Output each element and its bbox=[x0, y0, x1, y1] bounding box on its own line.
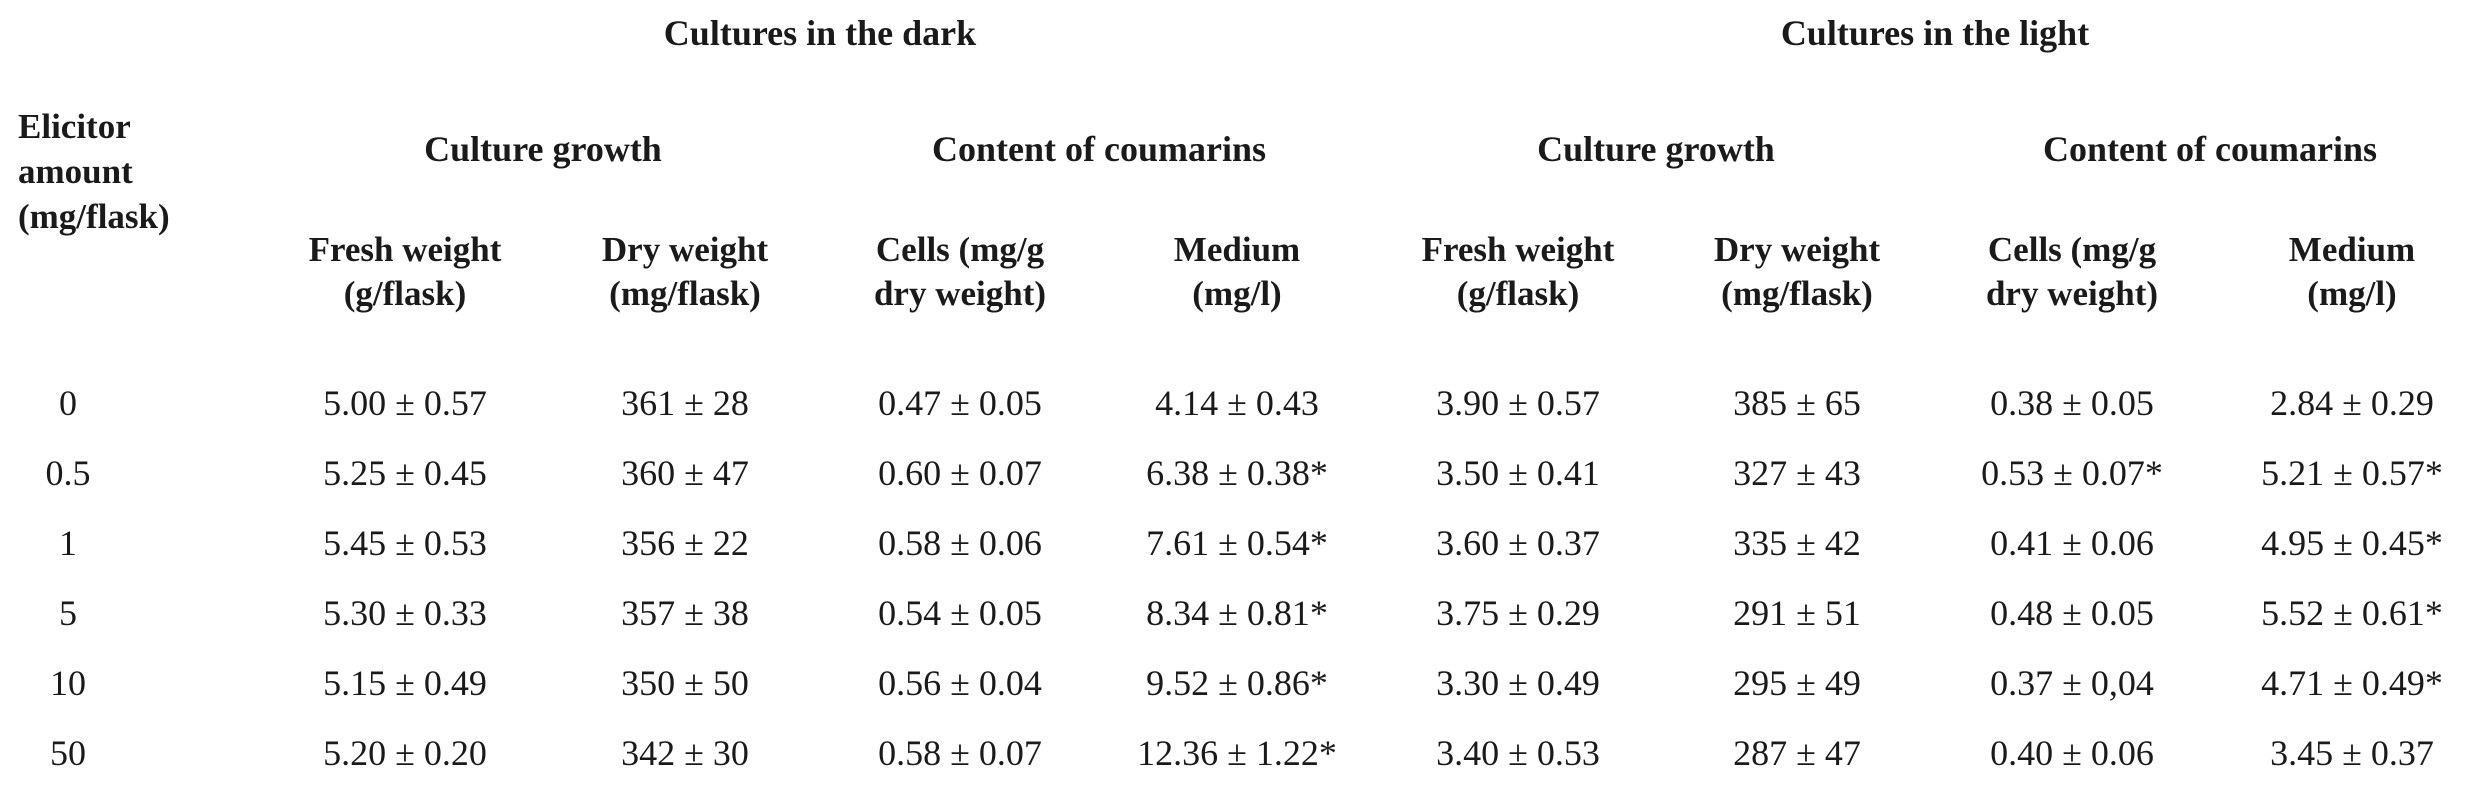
elicitor-amount-header: Elicitor amount (mg/flask) bbox=[18, 104, 170, 239]
table-cell: 0.48 ± 0.05 bbox=[1990, 593, 2154, 633]
table-cell: 0.37 ± 0,04 bbox=[1990, 663, 2154, 703]
table-cell: 5.52 ± 0.61* bbox=[2261, 593, 2443, 633]
table-cell: 295 ± 49 bbox=[1733, 663, 1861, 703]
table-cell: 4.95 ± 0.45* bbox=[2261, 523, 2443, 563]
column-header: Fresh weight (g/flask) bbox=[1421, 230, 1615, 313]
table-cell: 335 ± 42 bbox=[1733, 523, 1861, 563]
subgroup-light-coumarins: Content of coumarins bbox=[2043, 129, 2377, 169]
table-cell: 0.60 ± 0.07 bbox=[878, 453, 1042, 493]
table-cell: 8.34 ± 0.81* bbox=[1146, 593, 1328, 633]
table-cell: 0.58 ± 0.06 bbox=[878, 523, 1042, 563]
table-cell: 0.40 ± 0.06 bbox=[1990, 733, 2154, 773]
row-elicitor-amount: 0 bbox=[59, 383, 77, 423]
elicitor-header-line2: amount bbox=[18, 152, 133, 191]
subgroup-dark-coumarins: Content of coumarins bbox=[932, 129, 1266, 169]
table-cell: 0.38 ± 0.05 bbox=[1990, 383, 2154, 423]
table-cell: 5.30 ± 0.33 bbox=[323, 593, 487, 633]
table-cell: 3.40 ± 0.53 bbox=[1436, 733, 1600, 773]
table-cell: 5.00 ± 0.57 bbox=[323, 383, 487, 423]
table-cell: 3.45 ± 0.37 bbox=[2270, 733, 2434, 773]
table-cell: 327 ± 43 bbox=[1733, 453, 1861, 493]
column-header: Medium (mg/l) bbox=[2288, 230, 2416, 313]
table-cell: 2.84 ± 0.29 bbox=[2270, 383, 2434, 423]
table-cell: 357 ± 38 bbox=[621, 593, 749, 633]
table-cell: 342 ± 30 bbox=[621, 733, 749, 773]
table-cell: 5.45 ± 0.53 bbox=[323, 523, 487, 563]
row-elicitor-amount: 10 bbox=[50, 663, 86, 703]
row-elicitor-amount: 0.5 bbox=[45, 453, 91, 493]
column-header: Medium (mg/l) bbox=[1173, 230, 1301, 313]
elicitor-header-line1: Elicitor bbox=[18, 107, 131, 146]
table-cell: 3.90 ± 0.57 bbox=[1436, 383, 1600, 423]
column-header: Dry weight (mg/flask) bbox=[1713, 230, 1881, 313]
group-header-dark: Cultures in the dark bbox=[663, 13, 977, 53]
table-cell: 385 ± 65 bbox=[1733, 383, 1861, 423]
table-cell: 4.14 ± 0.43 bbox=[1155, 383, 1319, 423]
column-header: Dry weight (mg/flask) bbox=[601, 230, 769, 313]
table-cell: 0.41 ± 0.06 bbox=[1990, 523, 2154, 563]
subgroup-dark-culture-growth: Culture growth bbox=[424, 129, 662, 169]
table-cell: 5.15 ± 0.49 bbox=[323, 663, 487, 703]
row-elicitor-amount: 5 bbox=[59, 593, 77, 633]
table-cell: 4.71 ± 0.49* bbox=[2261, 663, 2443, 703]
table-cell: 3.75 ± 0.29 bbox=[1436, 593, 1600, 633]
table-cell: 360 ± 47 bbox=[621, 453, 749, 493]
table-cell: 0.56 ± 0.04 bbox=[878, 663, 1042, 703]
table-cell: 0.54 ± 0.05 bbox=[878, 593, 1042, 633]
row-elicitor-amount: 1 bbox=[59, 523, 77, 563]
column-header: Fresh weight (g/flask) bbox=[308, 230, 502, 313]
table-cell: 287 ± 47 bbox=[1733, 733, 1861, 773]
table-cell: 3.30 ± 0.49 bbox=[1436, 663, 1600, 703]
table-cell: 6.38 ± 0.38* bbox=[1146, 453, 1328, 493]
subgroup-light-culture-growth: Culture growth bbox=[1537, 129, 1775, 169]
table-cell: 5.21 ± 0.57* bbox=[2261, 453, 2443, 493]
table-cell: 7.61 ± 0.54* bbox=[1146, 523, 1328, 563]
table-cell: 291 ± 51 bbox=[1733, 593, 1861, 633]
elicitor-header-line3: (mg/flask) bbox=[18, 197, 170, 236]
table-cell: 0.47 ± 0.05 bbox=[878, 383, 1042, 423]
column-header: Cells (mg/g dry weight) bbox=[873, 230, 1047, 313]
table-cell: 5.20 ± 0.20 bbox=[323, 733, 487, 773]
group-header-light: Cultures in the light bbox=[1780, 13, 2090, 53]
table-cell: 9.52 ± 0.86* bbox=[1146, 663, 1328, 703]
table-cell: 3.50 ± 0.41 bbox=[1436, 453, 1600, 493]
table-cell: 350 ± 50 bbox=[621, 663, 749, 703]
column-header: Cells (mg/g dry weight) bbox=[1985, 230, 2159, 313]
table-cell: 0.53 ± 0.07* bbox=[1981, 453, 2163, 493]
table-cell: 361 ± 28 bbox=[621, 383, 749, 423]
row-elicitor-amount: 50 bbox=[50, 733, 86, 773]
table-cell: 3.60 ± 0.37 bbox=[1436, 523, 1600, 563]
table-cell: 356 ± 22 bbox=[621, 523, 749, 563]
table-cell: 5.25 ± 0.45 bbox=[323, 453, 487, 493]
table-cell: 12.36 ± 1.22* bbox=[1137, 733, 1337, 773]
table-cell: 0.58 ± 0.07 bbox=[878, 733, 1042, 773]
